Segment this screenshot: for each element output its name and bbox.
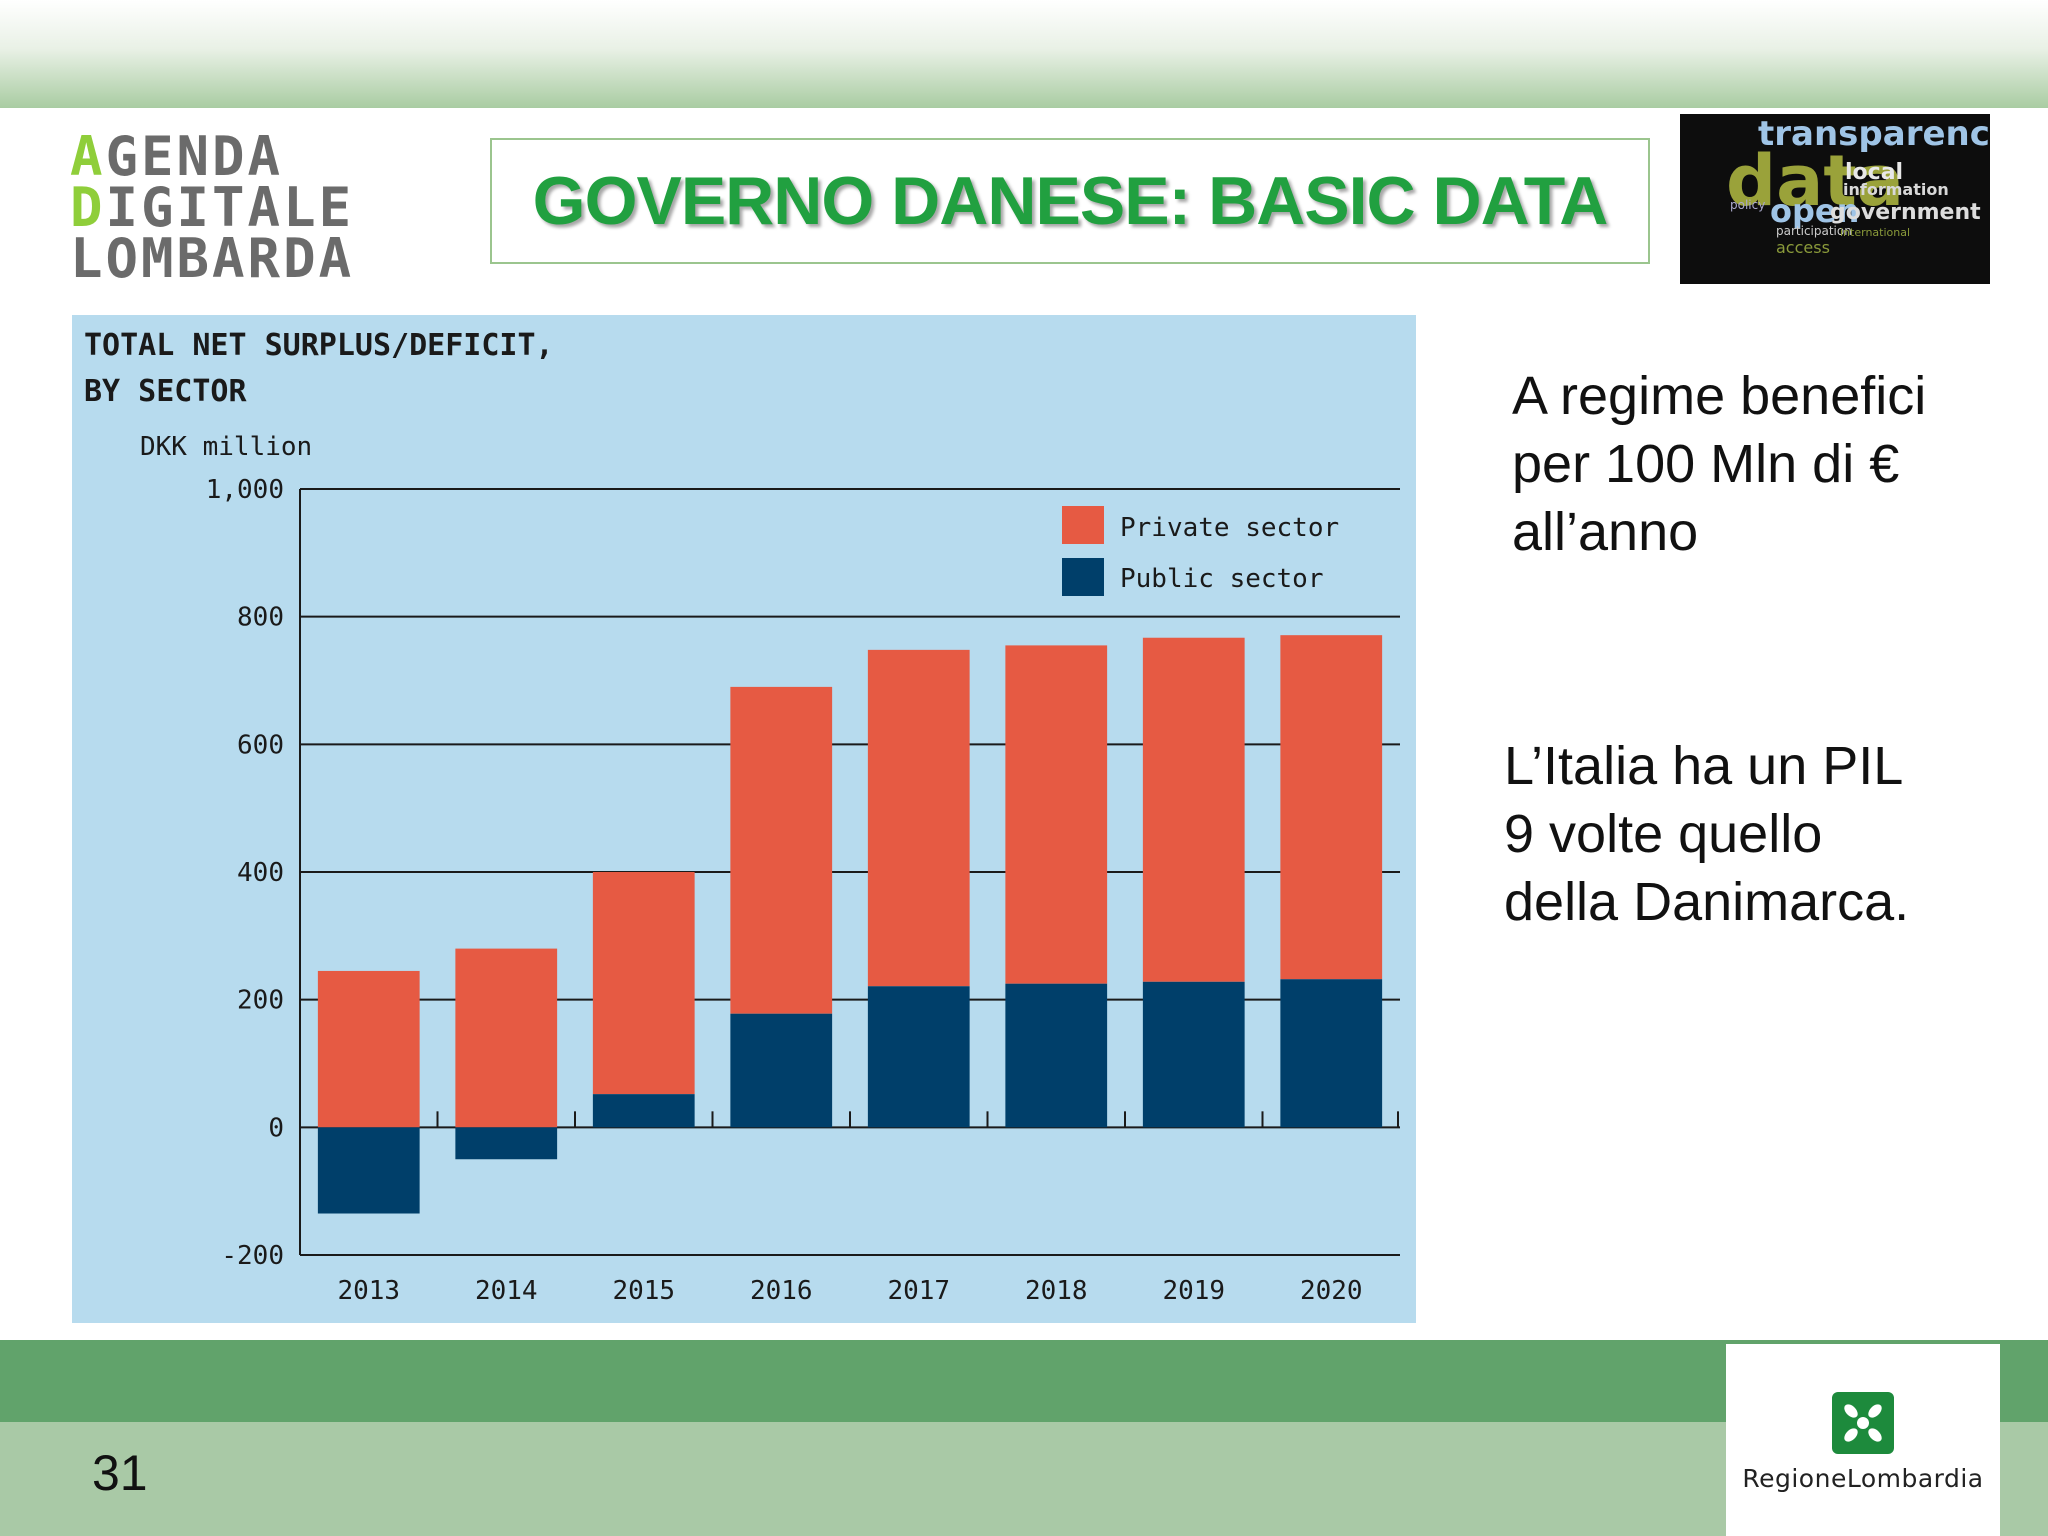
bar-public-2018 <box>1005 983 1108 1128</box>
wordcloud-word: local <box>1845 160 1904 185</box>
bars <box>317 635 1383 1214</box>
chart-title: TOTAL NET SURPLUS/DEFICIT, <box>84 328 554 363</box>
wordcloud-word: international <box>1840 226 1911 239</box>
bar-private-2020 <box>1280 635 1383 980</box>
bar-public-2014 <box>455 1127 558 1160</box>
y-tick-label: -200 <box>221 1241 284 1271</box>
bottom-band-light <box>0 1422 2048 1536</box>
logo-line-3: LOMBARDA <box>70 232 354 286</box>
regione-lombardia-name: RegioneLombardia <box>1742 1464 1984 1493</box>
bar-private-2016 <box>730 686 833 1014</box>
top-gradient-band <box>0 0 2048 108</box>
wordcloud-word: access <box>1776 238 1830 257</box>
transparency-wordcloud-image: transparency data local information open… <box>1680 114 1990 284</box>
logo-line-1-text: GENDA <box>105 125 284 188</box>
bar-public-2017 <box>867 986 970 1128</box>
y-tick-labels: -200 0 200 400 600 800 1,000 <box>206 475 284 1271</box>
y-tick-label: 400 <box>237 858 284 888</box>
stacked-bar-chart: TOTAL NET SURPLUS/DEFICIT, BY SECTOR DKK… <box>84 328 1400 1306</box>
bar-private-2014 <box>455 948 558 1128</box>
wordcloud-word: participation <box>1776 224 1852 238</box>
x-tick-label: 2013 <box>337 1276 400 1306</box>
legend-label-public: Public sector <box>1120 564 1324 594</box>
x-tick-label: 2020 <box>1300 1276 1363 1306</box>
wordcloud-word: information <box>1843 180 1949 199</box>
bar-public-2013 <box>317 1127 420 1214</box>
bar-private-2018 <box>1005 645 1108 984</box>
chart-panel: TOTAL NET SURPLUS/DEFICIT, BY SECTOR DKK… <box>72 315 1416 1323</box>
x-tick-label: 2015 <box>612 1276 675 1306</box>
wordcloud-word: transparency <box>1758 114 1990 154</box>
x-tick-label: 2014 <box>475 1276 538 1306</box>
bar-private-2019 <box>1142 637 1245 982</box>
benefit-text: A regime benefici per 100 Mln di € all’a… <box>1512 366 1927 562</box>
title-box: GOVERNO DANESE: BASIC DATA <box>490 138 1650 264</box>
x-tick-label: 2019 <box>1162 1276 1225 1306</box>
x-tick-label: 2017 <box>887 1276 950 1306</box>
wordcloud-word: policy <box>1730 198 1766 212</box>
legend-swatch-public <box>1062 558 1104 596</box>
bar-public-2016 <box>730 1013 833 1128</box>
x-tick-label: 2016 <box>750 1276 813 1306</box>
logo-line-2-text: IGITALE <box>105 176 355 239</box>
y-tick-label: 800 <box>237 603 284 633</box>
regione-lombardia-logo-box: RegioneLombardia <box>1726 1344 2000 1536</box>
y-tick-label: 200 <box>237 986 284 1016</box>
slide-title: GOVERNO DANESE: BASIC DATA <box>532 163 1609 239</box>
logo-line-3-text: LOMBARDA <box>70 227 355 290</box>
bottom-band-dark <box>0 1340 2048 1422</box>
x-tick-label: 2018 <box>1025 1276 1088 1306</box>
wordcloud-word: open <box>1770 192 1860 230</box>
comparison-text: L’Italia ha un PIL 9 volte quello della … <box>1504 736 1910 932</box>
legend-label-private: Private sector <box>1120 513 1339 543</box>
bar-public-2015 <box>592 1094 695 1128</box>
x-tick-labels: 2013 2014 2015 2016 2017 2018 2019 2020 <box>337 1276 1362 1306</box>
y-tick-label: 600 <box>237 730 284 760</box>
y-tick-label: 0 <box>268 1113 284 1143</box>
y-tick-label: 1,000 <box>206 475 284 505</box>
bar-public-2020 <box>1280 979 1383 1128</box>
logo-line-2: DIGITALE <box>70 176 355 239</box>
bar-public-2019 <box>1142 981 1245 1128</box>
page-number: 31 <box>92 1445 148 1501</box>
agenda-digitale-lombarda-logo: AGENDA DIGITALE LOMBARDA <box>70 125 470 286</box>
bar-private-2017 <box>867 649 970 987</box>
legend-swatch-private <box>1062 506 1104 544</box>
bar-private-2013 <box>317 970 420 1128</box>
wordcloud-word: data <box>1726 140 1905 222</box>
logo-line-1: AGENDA <box>70 125 284 188</box>
regione-lombardia-rose-icon <box>1832 1392 1894 1454</box>
legend: Private sector Public sector <box>1062 506 1339 596</box>
y-axis-label: DKK million <box>140 432 312 462</box>
bar-private-2015 <box>592 872 695 1095</box>
chart-subtitle: BY SECTOR <box>84 374 247 409</box>
wordcloud-word: government <box>1830 200 1981 225</box>
